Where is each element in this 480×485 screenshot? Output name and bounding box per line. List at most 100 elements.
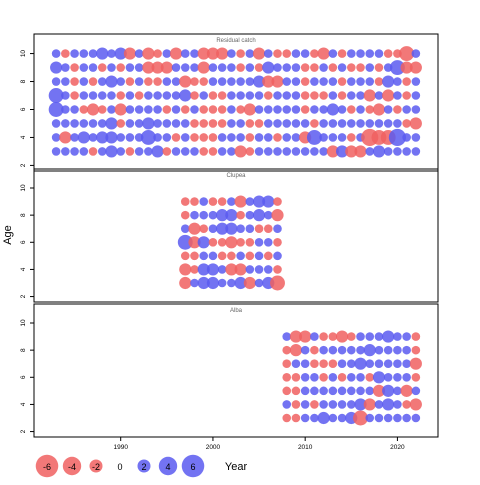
bubble-point: [61, 77, 70, 86]
y-tick-label: 8: [20, 213, 27, 217]
bubble-point: [317, 411, 330, 425]
panel-residual-catch: Residual catch 2 4 6 8 10: [20, 33, 439, 172]
bubble-point: [372, 384, 386, 397]
legend-bubble: [35, 454, 59, 478]
bubble-point: [234, 276, 247, 290]
bubble-point: [409, 117, 422, 130]
bubble-point: [337, 345, 347, 355]
bubble-point: [208, 91, 218, 100]
bubble-point: [134, 147, 144, 156]
bubble-point: [263, 105, 273, 114]
bubble-point: [346, 345, 356, 355]
bubble-point: [393, 147, 402, 156]
bubble-point: [337, 91, 347, 100]
bubble-point: [337, 119, 347, 128]
bubble-point: [346, 359, 356, 369]
bubble-point: [389, 60, 405, 75]
x-tick-label: 2020: [390, 444, 405, 451]
bubble-point: [70, 77, 79, 86]
bubble-point: [328, 77, 338, 86]
bubble-point: [393, 91, 402, 100]
bubble-point: [282, 372, 292, 382]
bubble-point: [263, 119, 273, 128]
bubble-point: [227, 77, 236, 86]
bubble-point: [51, 77, 61, 86]
bubble-point: [291, 63, 301, 72]
bubble-point: [383, 147, 393, 156]
legend-label: -4: [68, 462, 76, 472]
bubble-point: [382, 384, 395, 397]
bubble-point: [291, 386, 301, 396]
bubble-point: [134, 77, 144, 86]
bubble-point: [402, 119, 411, 128]
bubble-point: [346, 105, 356, 114]
panel-frame: [33, 33, 439, 172]
bubble-point: [77, 131, 90, 144]
bubble-point: [245, 133, 255, 142]
bubble-point: [208, 119, 218, 128]
bubble-point: [116, 119, 126, 128]
bubble-point: [319, 386, 328, 396]
bubble-point: [79, 77, 89, 86]
bubble-point: [245, 147, 255, 156]
bubble-point: [162, 133, 172, 142]
bubble-point: [217, 77, 227, 86]
bubble-point: [97, 77, 107, 86]
bubble-point: [234, 145, 247, 158]
bubble-point: [382, 330, 395, 343]
bubble-point: [337, 359, 347, 369]
bubble-point: [291, 49, 301, 58]
bubble-point: [254, 91, 264, 100]
bubble-point: [199, 133, 209, 142]
bubble-point: [291, 359, 301, 369]
bubble-point: [271, 75, 284, 88]
bubble-point: [254, 224, 264, 234]
bubble-point: [337, 105, 347, 114]
bubble-point: [243, 276, 256, 290]
bubble-point: [162, 49, 172, 58]
y-tick-label: 4: [20, 135, 27, 139]
bubble-point: [70, 133, 79, 142]
bubble-point: [245, 224, 255, 234]
bubble-point: [79, 49, 89, 58]
bubble-point: [319, 359, 328, 369]
bubble-point: [271, 209, 284, 222]
bubble-point: [402, 91, 411, 100]
bubble-point: [206, 276, 220, 290]
bubble-point: [114, 47, 127, 60]
bubble-point: [227, 278, 236, 288]
bubble-point: [300, 400, 310, 409]
bubble-point: [180, 251, 190, 261]
bubble-point: [116, 91, 126, 100]
bubble-point: [289, 344, 303, 357]
bubble-point: [116, 63, 126, 72]
bubble-point: [96, 131, 109, 144]
bubble-point: [180, 63, 190, 72]
bubble-point: [328, 359, 338, 369]
bubble-point: [134, 63, 144, 72]
bubble-point: [328, 119, 338, 128]
bubble-point: [273, 251, 282, 261]
bubble-point: [216, 47, 229, 60]
bubble-point: [328, 63, 338, 72]
bubble-point: [227, 147, 236, 156]
bubble-point: [107, 105, 116, 114]
bubble-point: [208, 197, 218, 206]
bubble-point: [411, 386, 421, 396]
bubble-point: [171, 63, 181, 72]
bubble-point: [393, 105, 402, 114]
y-tick-label: 10: [20, 50, 27, 58]
bubble-point: [199, 77, 209, 86]
bubble-point: [188, 222, 201, 235]
bubble-point: [300, 386, 310, 396]
bubble-point: [393, 359, 402, 369]
bubble-point: [190, 63, 199, 72]
bubble-point: [291, 133, 301, 142]
bubble-point: [273, 224, 282, 234]
bubble-point: [319, 332, 328, 341]
bubble-point: [177, 234, 193, 250]
bubble-point: [363, 344, 376, 357]
bubble-point: [51, 119, 61, 128]
y-tick-label: 2: [20, 429, 27, 433]
bubble-point: [217, 91, 227, 100]
